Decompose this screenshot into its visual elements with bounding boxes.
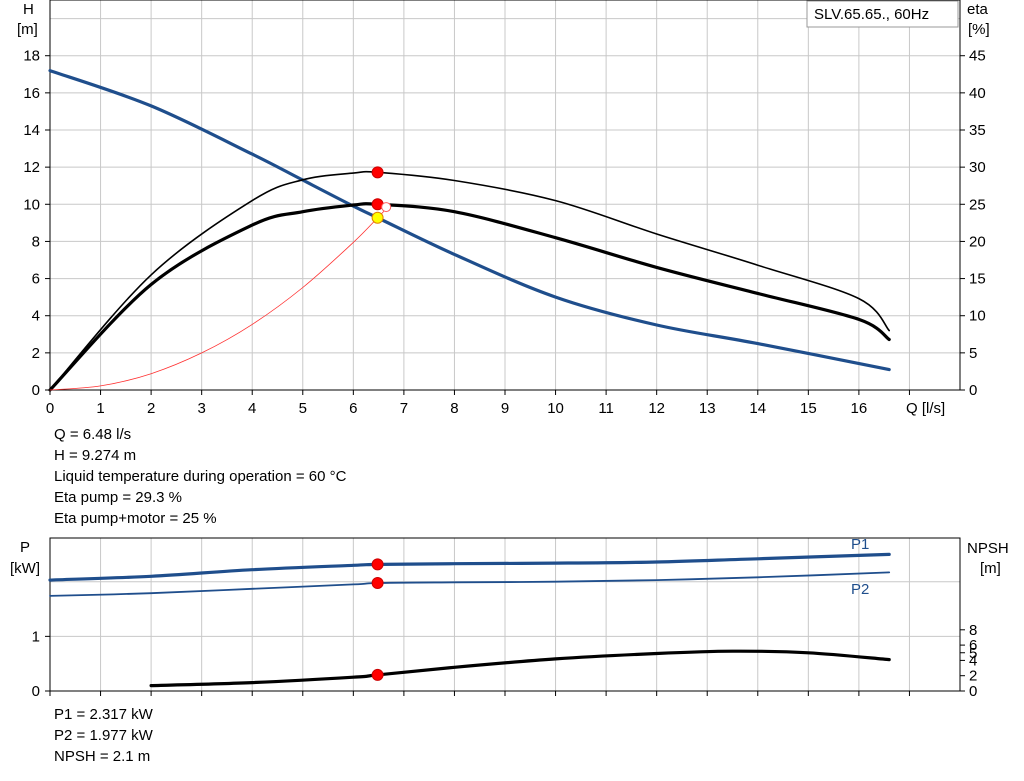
npsh-readout: NPSH = 2.1 m: [54, 748, 151, 765]
y-right-tick-label: 10: [969, 308, 986, 325]
y-left-tick-label: 8: [32, 233, 40, 250]
p1-readout: P1 = 2.317 kW: [54, 706, 153, 723]
y-right-tick-label: 5: [969, 345, 977, 362]
y-left-tick-label: 1: [32, 628, 40, 645]
y-left-tick-label: 0: [32, 382, 40, 399]
y-right-tick-label: 4: [969, 652, 977, 669]
x-tick-label: 11: [598, 400, 614, 417]
y-right-tick-label: 45: [969, 48, 986, 65]
x-tick-label: 2: [147, 400, 155, 417]
x-axis-label: Q [l/s]: [906, 400, 945, 417]
eta_pump-curve: [49, 170, 890, 391]
x-tick-label: 16: [851, 400, 868, 417]
y-left-tick-label: 18: [23, 48, 40, 65]
y-right-tick-label: 0: [969, 683, 977, 700]
head-chart-ticks: 0 1 2 3 4 5 6 7 8 9 10 11 12 13 14 15 160246810121416180…: [23, 48, 985, 417]
y-left-tick-label: 0: [32, 683, 40, 700]
y-right-tick-label: 15: [969, 271, 986, 288]
y-left-tick-label: 4: [32, 308, 40, 325]
chart-title-box: SLV.65.65., 60Hz: [806, 0, 959, 28]
duty-point-info: Q = 6.48 l/s H = 9.274 m Liquid temperat…: [54, 424, 346, 529]
x-tick-label: 12: [648, 400, 665, 417]
head-chart: H [m] eta [%] Q [l/s] SLV.65.65., 60Hz 0…: [17, 0, 990, 417]
x-tick-label: 13: [699, 400, 716, 417]
x-tick-label: 6: [349, 400, 357, 417]
eta_total-curve: [48, 202, 891, 392]
p2-readout: P2 = 1.977 kW: [54, 727, 153, 744]
npsh-curve: [149, 649, 891, 688]
operating-point-marker: [371, 558, 384, 571]
eta-total-readout: Eta pump+motor = 25 %: [54, 510, 217, 527]
power-chart-series: [48, 552, 891, 688]
power-axis-unit: [kW]: [10, 560, 40, 577]
y-right-tick-label: 8: [969, 622, 977, 639]
y-right-tick-label: 20: [969, 233, 986, 250]
y-left-tick-label: 12: [23, 159, 40, 176]
y-right-tick-label: 6: [969, 637, 977, 654]
power-axis-name: P: [20, 539, 30, 556]
flow-readout: Q = 6.48 l/s: [54, 426, 132, 443]
operating-point-marker: [371, 668, 384, 681]
x-tick-label: 0: [46, 400, 54, 417]
temperature-readout: Liquid temperature during operation = 60…: [54, 468, 347, 485]
p1-curve: [48, 552, 891, 582]
x-tick-label: 9: [501, 400, 509, 417]
power-chart-grid: [49, 538, 960, 691]
x-tick-label: 1: [96, 400, 104, 417]
head-curve: [48, 69, 891, 372]
chart-title: SLV.65.65., 60Hz: [814, 6, 929, 23]
system_curve-curve: [49, 205, 390, 391]
y-right-tick-label: 0: [969, 382, 977, 399]
eta-pump-readout: Eta pump = 29.3 %: [54, 489, 182, 506]
operating-point-marker: [371, 211, 384, 224]
y-left-axis-name: H: [23, 1, 34, 18]
y-left-tick-label: 14: [23, 122, 40, 139]
y-left-tick-label: 16: [23, 85, 40, 102]
y-left-tick-label: 6: [32, 271, 40, 288]
head-readout: H = 9.274 m: [54, 447, 137, 464]
npsh-axis-name: NPSH: [967, 540, 1009, 557]
p1-series-label: P1: [851, 536, 869, 553]
p2-series-label: P2: [851, 581, 869, 598]
y-right-tick-label: 5: [969, 645, 977, 662]
x-tick-label: 5: [299, 400, 307, 417]
head-chart-grid: [49, 0, 960, 390]
x-tick-label: 7: [400, 400, 408, 417]
x-tick-label: 4: [248, 400, 256, 417]
power-chart-operating-points: [371, 558, 384, 681]
system-curve-end-marker: [381, 202, 392, 213]
y-left-tick-label: 10: [23, 196, 40, 213]
head-chart-series: [48, 69, 891, 392]
npsh-axis-unit: [m]: [980, 560, 1001, 577]
y-right-axis-name: eta: [967, 1, 989, 18]
y-right-tick-label: 40: [969, 85, 986, 102]
y-right-tick-label: 35: [969, 122, 986, 139]
p2-curve: [49, 571, 891, 597]
y-right-axis-unit: [%]: [968, 21, 990, 38]
y-right-tick-label: 30: [969, 159, 986, 176]
operating-point-marker: [371, 166, 384, 179]
operating-point-marker: [371, 576, 384, 589]
head-chart-operating-points: [371, 166, 392, 224]
y-right-tick-label: 25: [969, 196, 986, 213]
x-tick-label: 15: [800, 400, 817, 417]
x-tick-label: 8: [450, 400, 458, 417]
y-left-tick-label: 2: [32, 345, 40, 362]
y-right-tick-label: 2: [969, 668, 977, 685]
x-tick-label: 3: [197, 400, 205, 417]
x-tick-label: 10: [547, 400, 564, 417]
y-left-axis-unit: [m]: [17, 21, 38, 38]
power-point-info: P1 = 2.317 kW P2 = 1.977 kW NPSH = 2.1 m: [54, 704, 153, 767]
x-tick-label: 14: [749, 400, 766, 417]
